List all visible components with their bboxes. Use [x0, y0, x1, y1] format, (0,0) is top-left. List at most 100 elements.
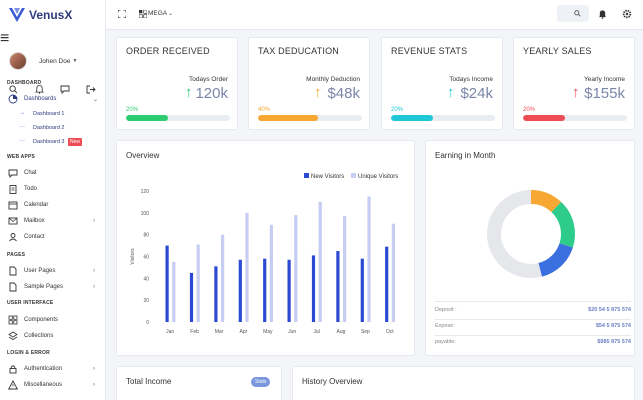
- donut-slice[interactable]: [538, 242, 573, 277]
- y-tick-label: 100: [141, 211, 150, 217]
- warning-icon: [8, 380, 18, 390]
- sidebar-item-label: Collections: [24, 333, 54, 339]
- sidebar-item-mailbox[interactable]: Mailbox ›: [0, 214, 106, 228]
- bar-new-visitors[interactable]: [336, 251, 340, 322]
- sidebar-subitem-dashboard-2[interactable]: ··· Dashboard 2: [0, 122, 106, 134]
- chat-icon[interactable]: [60, 81, 70, 95]
- bell-icon[interactable]: [598, 9, 607, 19]
- sidebar-subitem-dashboard-1[interactable]: → Dashboard 1: [0, 108, 106, 120]
- bar-new-visitors[interactable]: [263, 258, 267, 322]
- search-button[interactable]: [557, 5, 589, 22]
- sidebar: VenusX ≡ Johen Doe ▼ DASHBOARD Dashboard…: [0, 0, 106, 400]
- arrow-up-icon: ↑: [185, 84, 193, 101]
- sidebar-item-label: Todo: [24, 186, 38, 192]
- stat-title: ORDER RECEIVED: [126, 46, 210, 56]
- stat-card-revenue: REVENUE STATS Todays Income ↑ $24k 20%: [381, 37, 503, 130]
- user-profile[interactable]: Johen Doe ▼: [0, 50, 105, 72]
- sidebar-subitem-dashboard-3[interactable]: ··· Dashboard 3 New: [0, 136, 106, 148]
- user-icon: [9, 233, 17, 242]
- y-tick-label: 40: [143, 276, 149, 282]
- search-icon[interactable]: [9, 81, 19, 94]
- x-tick-label: Oct: [386, 329, 394, 335]
- bar-unique-visitors[interactable]: [245, 212, 249, 322]
- bar-unique-visitors[interactable]: [221, 234, 225, 322]
- bar-new-visitors[interactable]: [214, 266, 218, 322]
- gear-icon[interactable]: [622, 9, 632, 19]
- sidebar-item-label: Sample Pages: [24, 284, 64, 290]
- sidebar-item-collections[interactable]: Collections: [0, 329, 106, 343]
- bar-unique-visitors[interactable]: [172, 261, 176, 322]
- sidebar-item-miscellaneous[interactable]: Miscellaneous ›: [0, 378, 106, 392]
- logout-icon[interactable]: [86, 81, 96, 94]
- stat-percent: 20%: [126, 107, 139, 113]
- stat-card-tax: TAX DEDUCATION Monthly Deduction ↑ $48k …: [248, 37, 370, 130]
- progress-bar: [126, 115, 230, 121]
- stats-badge[interactable]: Stats: [251, 377, 271, 387]
- arrow-up-icon: ↑: [572, 84, 580, 101]
- brand-name: VenusX: [29, 8, 73, 22]
- bar-new-visitors[interactable]: [360, 258, 364, 322]
- calendar-icon: [8, 201, 18, 210]
- x-tick-label: Jan: [166, 329, 174, 335]
- sidebar-subitem-label: Dashboard 1: [33, 111, 65, 117]
- sidebar-item-dashboards[interactable]: Dashboards ⌄: [0, 92, 106, 106]
- bar-unique-visitors[interactable]: [294, 215, 298, 322]
- earning-value: $20 54 5 875 574: [588, 307, 631, 313]
- sidebar-item-todo[interactable]: Todo: [0, 182, 106, 196]
- x-tick-label: Feb: [190, 329, 199, 335]
- x-tick-label: Sep: [361, 329, 370, 335]
- earnings-panel: Earning in Month Deposit : $20 54 5 875 …: [425, 140, 635, 356]
- earning-label: Expese:: [435, 323, 455, 329]
- fullscreen-icon[interactable]: [118, 10, 126, 18]
- layers-icon: [8, 331, 18, 340]
- chevron-down-icon: ▼: [72, 58, 78, 64]
- brand: VenusX: [0, 0, 105, 30]
- dashboard-icon: [8, 94, 18, 104]
- earning-label: Deposit :: [435, 307, 457, 313]
- chat-icon: [8, 169, 18, 178]
- overview-panel: Overview 0 20 40 60 80 100 120 Visitors Jan Feb Ma…: [116, 140, 415, 356]
- stat-value: $24k: [460, 85, 493, 102]
- menu-toggle-icon[interactable]: ≡: [0, 30, 10, 47]
- sidebar-item-authentication[interactable]: Authentication ›: [0, 362, 106, 376]
- sidebar-item-user-pages[interactable]: User Pages ›: [0, 264, 106, 278]
- progress-fill: [523, 115, 565, 121]
- stat-subtitle: Todays Order: [188, 76, 228, 83]
- sidebar-item-calendar[interactable]: Calendar: [0, 198, 106, 212]
- sidebar-item-contact[interactable]: Contact: [0, 230, 106, 244]
- section-login-error: LOGIN & ERROR: [7, 350, 50, 356]
- bar-unique-visitors[interactable]: [196, 244, 200, 322]
- donut-slice[interactable]: [487, 190, 542, 278]
- bar-new-visitors[interactable]: [385, 246, 389, 322]
- sidebar-item-label: Authentication: [24, 366, 63, 372]
- bell-icon[interactable]: [34, 81, 45, 94]
- x-tick-label: Jun: [288, 329, 296, 335]
- sidebar-item-sample-pages[interactable]: Sample Pages ›: [0, 280, 106, 294]
- bar-unique-visitors[interactable]: [343, 216, 347, 322]
- donut-slice[interactable]: [530, 190, 562, 213]
- sidebar-item-chat[interactable]: Chat: [0, 166, 106, 180]
- bar-new-visitors[interactable]: [165, 245, 169, 322]
- bar-unique-visitors[interactable]: [269, 224, 273, 322]
- bar-unique-visitors[interactable]: [318, 201, 322, 322]
- bar-unique-visitors[interactable]: [391, 223, 395, 322]
- user-name: Johen Doe: [39, 57, 71, 65]
- sidebar-item-components[interactable]: Components: [0, 313, 106, 327]
- sidebar-item-label: Chat: [24, 170, 37, 176]
- bar-new-visitors[interactable]: [311, 255, 316, 322]
- arrow-right-icon: →: [19, 110, 25, 116]
- sidebar-item-label: Contact: [24, 234, 45, 240]
- bar-new-visitors[interactable]: [189, 272, 194, 322]
- section-dashboard: DASHBOARD: [7, 80, 42, 86]
- x-tick-label: Apr: [240, 329, 248, 335]
- donut-slice[interactable]: [551, 201, 575, 248]
- bar-new-visitors[interactable]: [287, 259, 291, 322]
- stat-card-orders: ORDER RECEIVED Todays Order ↑ 120k 20%: [116, 37, 238, 130]
- mega-menu-button[interactable]: MEGA: [148, 10, 168, 17]
- panel-title: History Overview: [302, 377, 363, 386]
- bar-new-visitors[interactable]: [238, 259, 242, 322]
- x-tick-label: Jul: [313, 329, 319, 335]
- bar-unique-visitors[interactable]: [367, 196, 371, 322]
- earnings-donut: [487, 190, 575, 278]
- sidebar-item-label: User Pages: [24, 268, 56, 274]
